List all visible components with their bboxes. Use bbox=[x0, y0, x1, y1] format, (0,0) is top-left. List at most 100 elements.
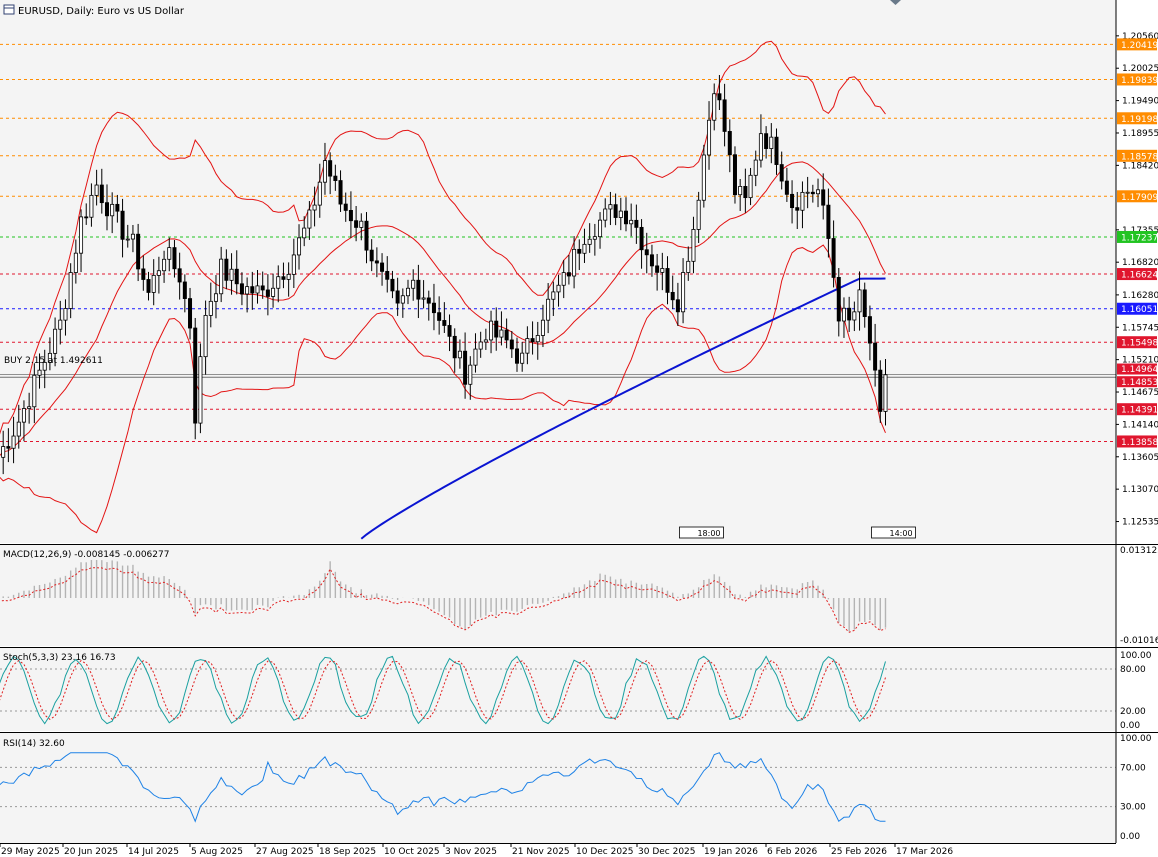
candle-body-166 bbox=[857, 289, 862, 313]
session-marker-1[interactable] bbox=[871, 526, 916, 539]
time-label-14: 17 Mar 2026 bbox=[896, 847, 953, 857]
price-label-13: 1.13070 bbox=[1122, 485, 1158, 495]
chart-title: EURUSD, Daily: Euro vs US Dollar bbox=[3, 4, 185, 17]
price-level-tags: 1.20419 1.19839 1.19198 1.18578 1.17909 1.172… bbox=[1117, 38, 1158, 448]
candle-body-26 bbox=[130, 233, 135, 240]
ma200-line bbox=[360, 277, 886, 540]
candle-body-130 bbox=[670, 291, 675, 301]
level-tag-text-5: 1.17237 bbox=[1121, 233, 1158, 243]
macd-signal bbox=[0, 567, 886, 633]
price-label-1: 1.20025 bbox=[1122, 64, 1158, 74]
stoch-axis-3: 0.00 bbox=[1120, 721, 1140, 731]
current-price-tag bbox=[1117, 363, 1157, 375]
candle-body-157 bbox=[810, 191, 815, 195]
candle-body-120 bbox=[618, 210, 623, 218]
candle-body-98 bbox=[504, 329, 509, 341]
candle-body-8 bbox=[37, 369, 42, 376]
candle-body-36 bbox=[182, 281, 187, 299]
candle-body-156 bbox=[805, 191, 810, 194]
candle-body-134 bbox=[691, 229, 696, 262]
price-label-7: 1.16280 bbox=[1122, 291, 1158, 301]
candle-body-20 bbox=[99, 184, 104, 204]
candle-body-33 bbox=[167, 247, 172, 260]
candle-body-5 bbox=[21, 408, 26, 423]
candle-body-165 bbox=[852, 311, 857, 321]
macd-panel bbox=[0, 545, 1116, 646]
candle-body-29 bbox=[146, 279, 151, 293]
candle-body-23 bbox=[115, 203, 120, 212]
price-label-5: 1.17355 bbox=[1122, 226, 1158, 236]
candle-body-143 bbox=[738, 186, 743, 196]
candle-body-28 bbox=[141, 268, 146, 280]
candle-body-148 bbox=[764, 133, 769, 149]
candle-body-43 bbox=[219, 258, 224, 295]
level-tag-text-3: 1.18578 bbox=[1121, 152, 1158, 162]
candle-body-57 bbox=[291, 254, 296, 275]
candle-body-71 bbox=[364, 220, 369, 251]
rsi-panel bbox=[0, 733, 1116, 843]
price-label-2: 1.19490 bbox=[1122, 97, 1158, 107]
time-label-13: 25 Feb 2026 bbox=[831, 847, 887, 857]
candle-body-19 bbox=[94, 184, 99, 196]
candle-body-31 bbox=[156, 270, 161, 276]
price-label-8: 1.15745 bbox=[1122, 323, 1158, 333]
session-markers: 18:00 14:00 bbox=[679, 526, 916, 539]
candle-body-126 bbox=[649, 254, 654, 267]
rsi-label: RSI(14) 32.60 bbox=[3, 739, 65, 749]
candle-body-25 bbox=[125, 238, 130, 241]
candle-body-168 bbox=[867, 316, 872, 344]
candle-body-51 bbox=[260, 285, 265, 291]
stoch-panel bbox=[0, 648, 1116, 731]
candle-body-70 bbox=[359, 220, 364, 228]
order-line-label: BUY 2.15 at 1.492611 bbox=[4, 356, 103, 366]
candle-body-63 bbox=[322, 160, 327, 183]
candle-body-76 bbox=[390, 278, 395, 292]
candle-body-56 bbox=[286, 273, 291, 280]
candle-body-109 bbox=[561, 272, 566, 286]
candle-body-122 bbox=[629, 219, 634, 225]
candle-body-151 bbox=[779, 164, 784, 182]
candle-body-101 bbox=[520, 352, 525, 364]
macd-label: MACD(12,26,9) -0.008145 -0.006277 bbox=[3, 550, 169, 560]
price-label-14: 1.12535 bbox=[1122, 518, 1158, 528]
window-icon bbox=[3, 4, 15, 15]
candle-body-78 bbox=[400, 295, 405, 304]
candle-body-146 bbox=[753, 159, 758, 176]
scroll-marker-icon[interactable] bbox=[890, 0, 901, 5]
candle-body-128 bbox=[660, 268, 665, 273]
price-label-10: 1.14675 bbox=[1122, 388, 1158, 398]
candle-body-164 bbox=[847, 307, 852, 321]
candle-body-99 bbox=[509, 339, 514, 350]
candle-body-65 bbox=[333, 175, 338, 181]
candle-body-52 bbox=[265, 289, 270, 297]
candle-body-30 bbox=[151, 274, 156, 293]
candle-body-6 bbox=[27, 406, 32, 409]
candle-body-17 bbox=[84, 216, 89, 219]
time-label-2: 14 Jul 2025 bbox=[128, 847, 179, 857]
candle-body-163 bbox=[841, 307, 846, 322]
candle-body-112 bbox=[577, 248, 582, 254]
candle-body-79 bbox=[406, 287, 411, 297]
candle-body-58 bbox=[297, 237, 302, 256]
candle-body-171 bbox=[883, 374, 888, 412]
stochastic-indicator: 100.00 80.00 20.00 0.00 bbox=[0, 651, 1152, 731]
candle-body-90 bbox=[463, 350, 468, 385]
candle-body-155 bbox=[800, 191, 805, 211]
macd-indicator bbox=[0, 560, 887, 633]
candle-body-50 bbox=[255, 285, 260, 294]
candle-body-153 bbox=[790, 193, 795, 209]
chart-title-text: EURUSD, Daily: Euro vs US Dollar bbox=[18, 6, 185, 17]
stoch-label: Stoch(5,3,3) 23.16 16.73 bbox=[3, 653, 116, 663]
candle-body-10 bbox=[47, 352, 52, 363]
candle-body-67 bbox=[343, 203, 348, 211]
candle-body-158 bbox=[816, 189, 821, 195]
rsi-axis-2: 30.00 bbox=[1120, 803, 1146, 813]
candle-body-41 bbox=[208, 300, 213, 316]
time-label-5: 18 Sep 2025 bbox=[319, 847, 376, 857]
candle-body-55 bbox=[281, 276, 286, 280]
candle-body-83 bbox=[426, 297, 431, 304]
candle-body-116 bbox=[598, 219, 603, 238]
candle-body-16 bbox=[79, 216, 84, 254]
session-marker-0[interactable] bbox=[679, 526, 724, 539]
candle-body-150 bbox=[774, 136, 779, 165]
